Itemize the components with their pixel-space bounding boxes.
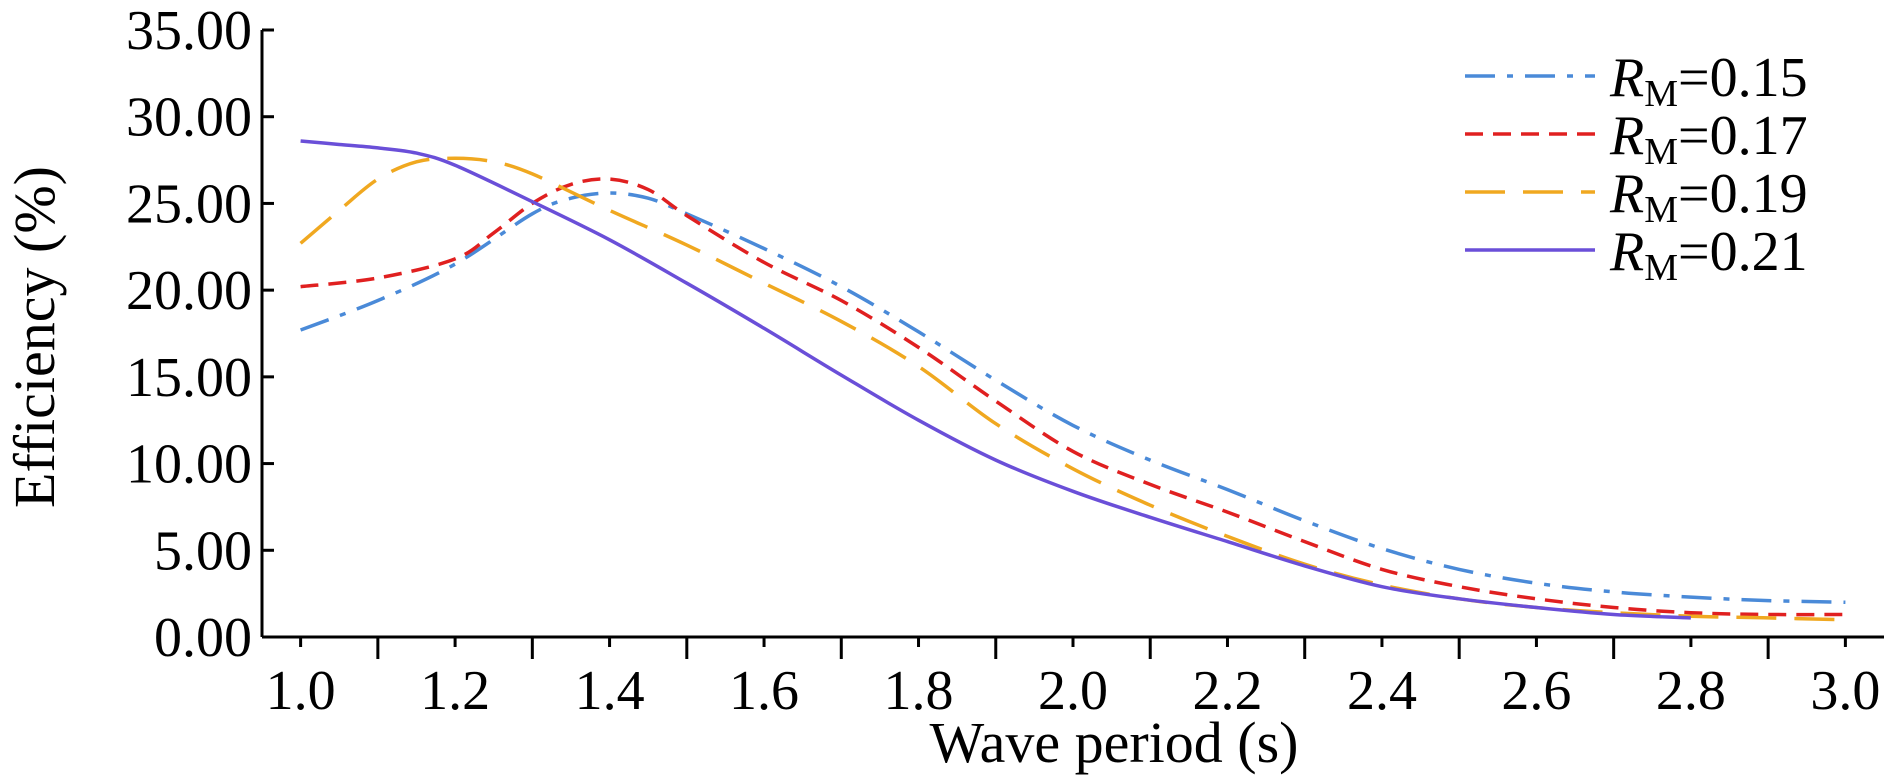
x-tick-label: 1.6 [729, 660, 799, 722]
y-tick-label: 35.00 [126, 0, 252, 62]
x-tick-label: 2.8 [1656, 660, 1726, 722]
legend-entry-label: RM=0.19 [1609, 163, 1808, 231]
axes: 0.00 5.00 10.00 15.00 20.00 25.00 30.00 35.00 1.… [126, 0, 1884, 722]
x-tick-label: 3.0 [1810, 660, 1880, 722]
y-tick-label: 10.00 [126, 434, 252, 496]
y-tick-label: 20.00 [126, 260, 252, 322]
series-group [299, 139, 1846, 622]
y-tick-label: 5.00 [154, 520, 252, 582]
series-line-rm-0-21 [300, 139, 1691, 620]
x-tick-label: 2.0 [1038, 660, 1108, 722]
series-line-rm-0-15 [299, 191, 1846, 605]
x-tick-label: 1.0 [266, 660, 336, 722]
y-tick-label: 0.00 [154, 607, 252, 669]
x-tick-label: 2.2 [1192, 660, 1262, 722]
x-tick-label: 1.4 [575, 660, 645, 722]
legend-entry-label: RM=0.21 [1609, 221, 1808, 289]
x-tick-label: 1.8 [884, 660, 954, 722]
y-axis-label: Efficiency (%) [2, 166, 67, 508]
legend-entry-label: RM=0.17 [1609, 105, 1808, 173]
x-tick-label: 2.4 [1347, 660, 1417, 722]
y-tick-label: 25.00 [126, 173, 252, 235]
y-tick-label: 15.00 [126, 347, 252, 409]
x-tick-label: 1.2 [420, 660, 490, 722]
x-tick-label: 2.6 [1501, 660, 1571, 722]
y-tick-label: 30.00 [126, 87, 252, 149]
x-axis-label: Wave period (s) [930, 710, 1299, 775]
legend-entry-label: RM=0.15 [1609, 47, 1808, 115]
